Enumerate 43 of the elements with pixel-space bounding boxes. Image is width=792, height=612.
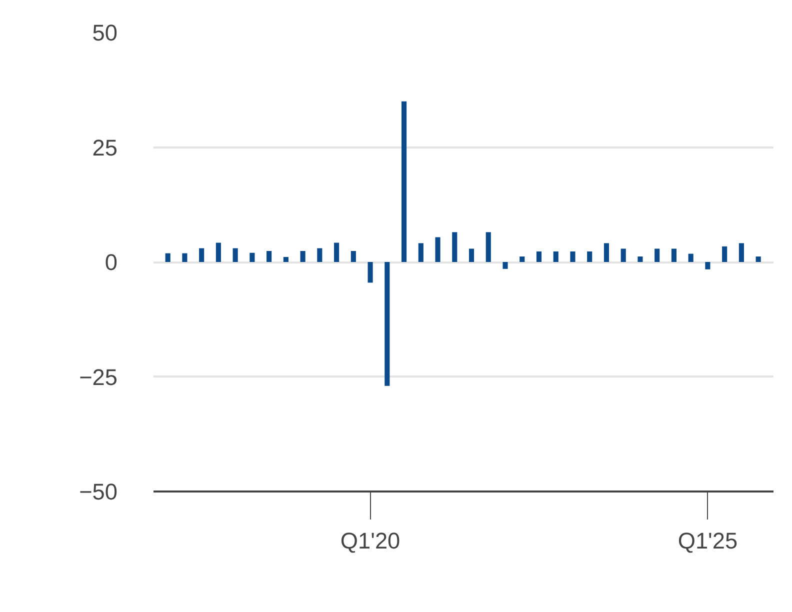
bar — [705, 262, 710, 270]
bar — [756, 256, 761, 262]
bar — [520, 256, 525, 262]
bar — [502, 262, 508, 269]
y-tick-label: −25 — [79, 364, 118, 390]
bar — [350, 250, 356, 262]
bar — [402, 101, 407, 262]
bar — [604, 243, 610, 262]
bar — [435, 237, 440, 262]
bar — [587, 251, 592, 262]
bar — [688, 254, 694, 262]
y-tick-label: −50 — [79, 478, 118, 504]
bar — [368, 262, 373, 283]
bar — [722, 246, 728, 262]
bar — [468, 248, 474, 262]
bar — [570, 251, 576, 262]
x-tick-label: Q1'25 — [678, 528, 738, 554]
bar — [620, 248, 626, 262]
bar — [216, 242, 221, 262]
bar — [334, 242, 340, 262]
bar — [654, 248, 660, 262]
bar — [283, 256, 288, 262]
bar — [250, 252, 255, 262]
bar — [638, 256, 643, 262]
bar — [384, 262, 390, 386]
bar — [553, 251, 558, 262]
bar — [165, 253, 170, 262]
bar — [317, 248, 322, 262]
bar — [452, 232, 458, 262]
x-tick-label: Q1'20 — [340, 528, 400, 554]
bar — [232, 248, 238, 262]
bar — [182, 253, 188, 262]
bar — [300, 250, 306, 262]
y-tick-label: 25 — [92, 134, 118, 160]
bar — [418, 243, 424, 262]
y-tick-label: 0 — [104, 249, 118, 275]
bar — [486, 232, 491, 262]
bar — [266, 250, 272, 262]
bar — [536, 251, 542, 262]
bar — [671, 248, 676, 262]
bar — [199, 248, 204, 262]
bar — [738, 243, 744, 262]
y-tick-label: 50 — [92, 20, 118, 46]
